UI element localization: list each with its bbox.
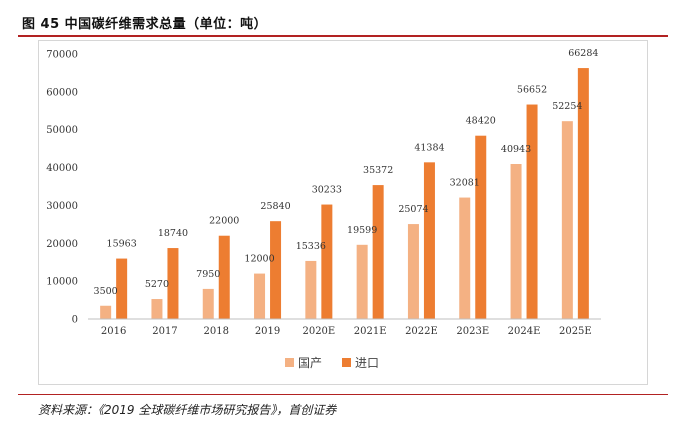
y-tick-label: 0 xyxy=(72,315,78,326)
data-label-domestic: 15336 xyxy=(296,241,326,252)
data-label-domestic: 7950 xyxy=(196,269,220,280)
data-label-domestic: 25074 xyxy=(398,204,428,215)
data-label-import: 25840 xyxy=(260,201,290,212)
y-tick-label: 60000 xyxy=(46,87,78,98)
bar-domestic xyxy=(100,305,112,319)
bar-domestic xyxy=(202,288,214,319)
bar-import xyxy=(577,68,589,319)
legend-swatch-domestic xyxy=(285,358,294,367)
bar-import xyxy=(218,235,230,319)
y-tick-label: 70000 xyxy=(46,50,78,61)
x-axis: 2016 2017 2018 2019 2020E 2021E 2022E 2023E 2024… xyxy=(88,318,601,337)
x-tick-label: 2022E xyxy=(405,326,438,337)
x-tick-label: 2021E xyxy=(354,326,387,337)
y-tick-label: 20000 xyxy=(46,239,78,250)
bar-domestic xyxy=(356,244,368,319)
data-label-import: 48420 xyxy=(466,116,496,127)
x-tick-label: 2023E xyxy=(456,326,489,337)
x-tick-label: 2019 xyxy=(255,326,280,337)
y-tick-label: 40000 xyxy=(46,163,78,174)
data-label-import: 66284 xyxy=(568,48,598,59)
bars-group xyxy=(100,68,589,320)
legend-item-domestic: 国产 xyxy=(285,354,322,371)
legend-swatch-import xyxy=(342,358,352,367)
legend: 国产 进口 xyxy=(285,354,399,371)
data-label-import: 15963 xyxy=(107,239,137,250)
data-label-import: 41384 xyxy=(414,142,444,153)
bar-import xyxy=(270,221,282,319)
x-tick-label: 2016 xyxy=(101,326,126,337)
x-tick-label: 2025E xyxy=(559,326,592,337)
x-tick-label: 2018 xyxy=(204,326,229,337)
x-tick-label: 2017 xyxy=(152,326,177,337)
data-labels-group: 3500 15963 5270 18740 7950 22000 12000 25840 153… xyxy=(94,48,599,297)
y-tick-label: 10000 xyxy=(46,277,78,288)
source-divider xyxy=(18,394,668,395)
x-tick-label: 2020E xyxy=(302,326,335,337)
legend-label-domestic: 国产 xyxy=(298,356,323,370)
bar-domestic xyxy=(305,260,317,319)
x-tick-label: 2024E xyxy=(508,326,541,337)
bar-import xyxy=(423,162,435,319)
bar-import xyxy=(475,135,487,319)
bar-domestic xyxy=(459,197,471,319)
chart-frame xyxy=(38,40,648,385)
data-label-domestic: 19599 xyxy=(347,225,377,236)
bar-import xyxy=(321,204,333,319)
y-tick-label: 50000 xyxy=(46,125,78,136)
title-divider xyxy=(18,35,668,37)
legend-item-import: 进口 xyxy=(342,354,379,371)
data-label-domestic: 52254 xyxy=(552,101,582,112)
data-label-domestic: 40943 xyxy=(501,144,531,155)
data-label-import: 18740 xyxy=(158,228,188,239)
bar-domestic xyxy=(407,224,419,319)
bar-import xyxy=(167,248,179,319)
y-axis: 0 10000 20000 30000 40000 50000 60000 70000 xyxy=(46,50,78,326)
y-tick-label: 30000 xyxy=(46,201,78,212)
data-label-domestic: 3500 xyxy=(94,286,118,297)
bar-import xyxy=(372,185,384,319)
data-label-domestic: 12000 xyxy=(244,254,274,265)
source-note: 资料来源：《2019 全球碳纤维市场研究报告》，首创证券 xyxy=(38,403,337,417)
bar-import xyxy=(526,104,538,320)
figure-title: 图 45 中国碳纤维需求总量（单位：吨） xyxy=(22,17,268,32)
bar-domestic xyxy=(510,164,522,319)
data-label-domestic: 32081 xyxy=(450,178,480,189)
bar-domestic xyxy=(151,299,163,319)
legend-label-import: 进口 xyxy=(355,356,380,370)
data-label-import: 35372 xyxy=(363,165,393,176)
bar-import xyxy=(116,258,128,319)
data-label-import: 30233 xyxy=(312,185,342,196)
data-label-domestic: 5270 xyxy=(145,279,169,290)
data-label-import: 22000 xyxy=(209,216,239,227)
data-label-import: 56652 xyxy=(517,85,547,96)
bar-domestic xyxy=(561,121,573,320)
bar-domestic xyxy=(254,273,266,319)
